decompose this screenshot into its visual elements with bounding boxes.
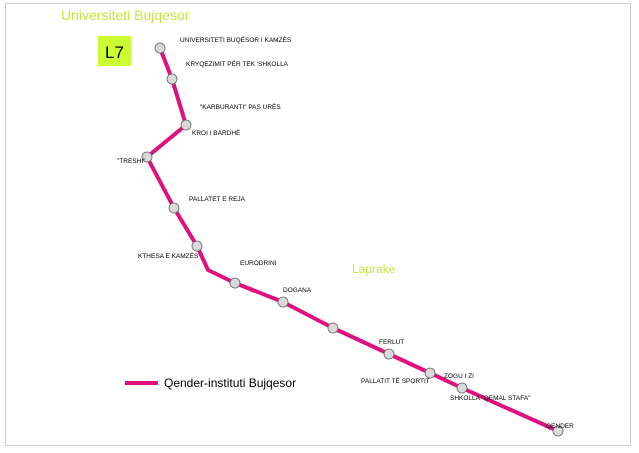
map-title: Universiteti Bujqesor <box>61 7 190 23</box>
route-line <box>145 47 559 433</box>
stop-marker[interactable] <box>456 382 468 394</box>
line-badge-label: L7 <box>105 43 124 62</box>
stop-marker[interactable] <box>154 42 166 54</box>
area-label-laprake: Laprake <box>352 262 396 276</box>
stop-label: PALLATET E REJA <box>189 196 246 203</box>
stop-marker[interactable] <box>141 151 153 163</box>
stop-label: UNIVERSITETI BUQËSOR I KAMZËS <box>180 36 292 44</box>
stop-marker[interactable] <box>191 240 203 252</box>
stop-marker[interactable] <box>180 119 192 131</box>
stop-marker[interactable] <box>229 277 241 289</box>
line-badge-box <box>98 36 131 66</box>
stop-label: "TRESHI" <box>117 158 146 165</box>
stop-marker[interactable] <box>424 367 436 379</box>
stop-label: PALLATIT TË SPORTIT <box>361 377 430 385</box>
stop-marker[interactable] <box>383 348 395 360</box>
stop-label: SHKOLLA "QEMAL STAFA" <box>450 395 531 402</box>
stop-label: FERLUT <box>379 339 404 346</box>
stop-marker[interactable] <box>552 425 564 437</box>
stop-label: KROI I BARDHË <box>192 129 241 137</box>
map-frame <box>5 3 631 446</box>
stops-layer: UNIVERSITETI BUQËSOR I KAMZËS KRYQEZIMIT … <box>117 36 574 437</box>
stop-marker[interactable] <box>166 73 178 85</box>
stop-label: KRYQEZIMIT PËR TEK 'SHKOLLA <box>186 60 289 68</box>
stop-marker[interactable] <box>277 296 289 308</box>
legend-label: Qender-instituti Bujqesor <box>164 376 296 390</box>
stop-label: DOGANA <box>283 287 312 294</box>
stop-marker[interactable] <box>327 322 339 334</box>
stop-label: ZOGU I ZI <box>444 373 474 380</box>
stop-label: "KARBURANTI" PAS URËS <box>200 103 281 111</box>
stop-marker[interactable] <box>168 202 180 214</box>
stop-label: QENDER <box>546 423 574 430</box>
stop-label: KTHESA E KAMZËS <box>138 252 199 260</box>
stop-label: EURODRINI <box>240 260 277 267</box>
